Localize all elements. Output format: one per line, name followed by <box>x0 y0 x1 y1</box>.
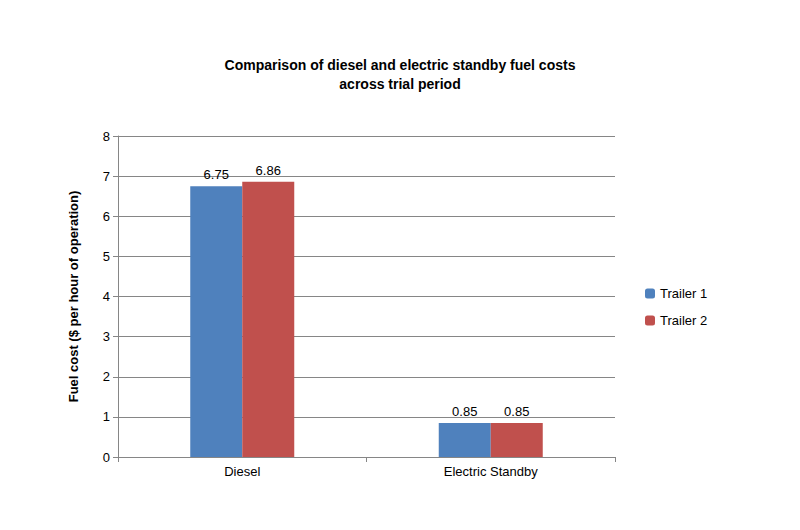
svg-text:Fuel cost ($ per hour of opera: Fuel cost ($ per hour of operation) <box>66 191 81 403</box>
svg-text:Electric Standby: Electric Standby <box>444 464 538 479</box>
svg-text:Trailer 1: Trailer 1 <box>660 286 707 301</box>
svg-text:6: 6 <box>103 209 110 224</box>
svg-text:6.75: 6.75 <box>204 167 229 182</box>
svg-text:1: 1 <box>103 409 110 424</box>
svg-text:2: 2 <box>103 369 110 384</box>
svg-text:8: 8 <box>103 129 110 144</box>
svg-text:7: 7 <box>103 169 110 184</box>
svg-text:5: 5 <box>103 249 110 264</box>
svg-text:6.86: 6.86 <box>256 163 281 178</box>
svg-text:4: 4 <box>103 289 110 304</box>
svg-text:Comparison of diesel and elect: Comparison of diesel and electric standb… <box>225 57 576 73</box>
svg-text:0.85: 0.85 <box>504 404 529 419</box>
svg-text:0: 0 <box>103 450 110 465</box>
svg-text:Trailer 2: Trailer 2 <box>660 313 707 328</box>
svg-text:0.85: 0.85 <box>452 404 477 419</box>
svg-text:Diesel: Diesel <box>224 464 260 479</box>
svg-text:3: 3 <box>103 329 110 344</box>
svg-text:across trial period: across trial period <box>339 76 460 92</box>
